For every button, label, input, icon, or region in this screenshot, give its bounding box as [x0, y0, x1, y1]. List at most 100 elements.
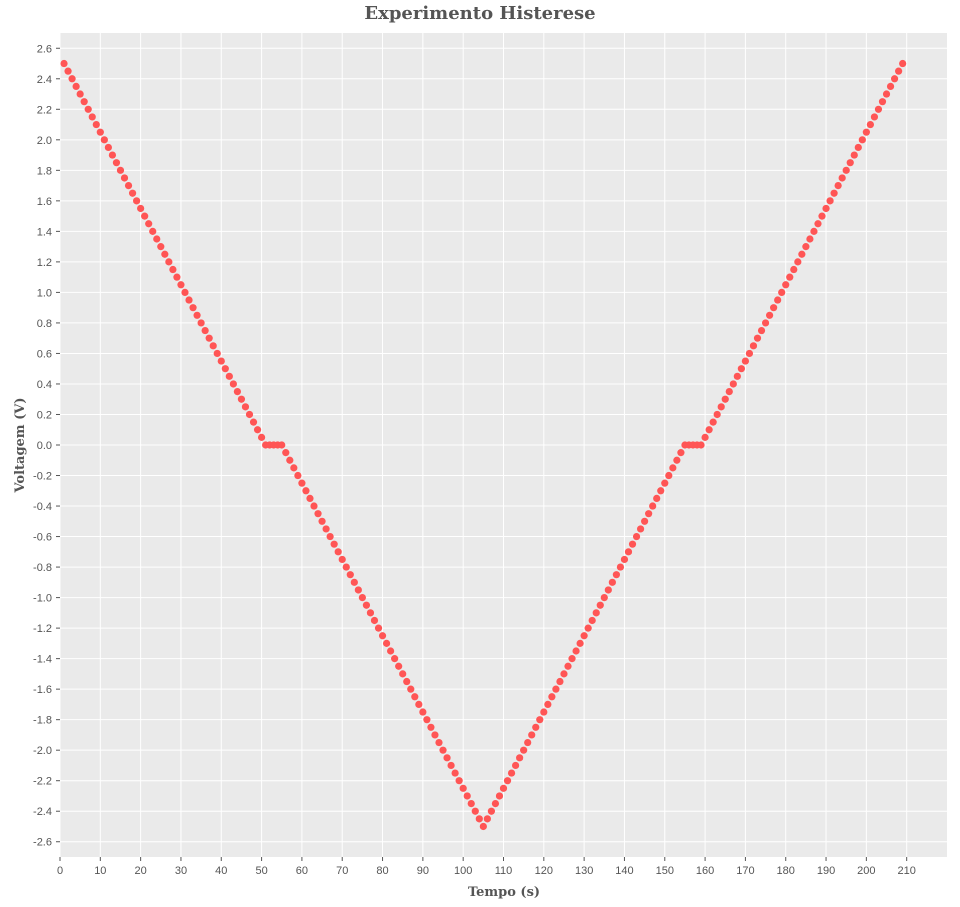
data-point — [302, 487, 310, 495]
data-point — [286, 456, 294, 464]
y-tick-label: -2.6 — [33, 837, 52, 849]
data-point — [576, 639, 584, 647]
y-tick-label: 2.4 — [37, 74, 52, 86]
data-point — [100, 136, 108, 144]
data-point — [669, 464, 677, 472]
data-point — [443, 754, 451, 762]
data-point — [778, 288, 786, 297]
data-point — [786, 273, 794, 281]
y-tick-label: 0.4 — [37, 379, 52, 391]
data-point — [802, 243, 810, 251]
data-point — [604, 586, 612, 594]
y-tick-label: 0.8 — [37, 318, 52, 330]
data-point — [455, 777, 463, 785]
data-point — [120, 174, 129, 182]
data-point — [588, 616, 596, 625]
x-tick-label: 210 — [898, 865, 916, 877]
data-point — [516, 754, 524, 762]
data-point — [608, 578, 616, 586]
data-point — [657, 487, 665, 495]
x-tick-label: 0 — [57, 865, 63, 877]
x-tick-label: 50 — [255, 865, 267, 877]
data-point — [366, 609, 375, 617]
y-tick-label: 2.2 — [37, 104, 52, 116]
data-point — [237, 395, 246, 403]
data-point — [830, 189, 838, 197]
data-point — [209, 342, 217, 350]
data-point — [382, 639, 391, 647]
data-point — [80, 98, 88, 106]
y-tick-label: -1.6 — [33, 684, 52, 696]
x-tick-label: 190 — [817, 865, 835, 877]
y-tick-label: 0.6 — [37, 348, 52, 360]
data-point — [592, 609, 600, 617]
data-point — [874, 105, 883, 113]
data-point — [487, 807, 496, 815]
data-point — [737, 365, 745, 373]
y-tick-label: -0.6 — [33, 532, 52, 544]
data-point — [665, 471, 673, 480]
x-tick-label: 70 — [336, 865, 348, 877]
data-point — [649, 502, 657, 510]
data-point — [628, 540, 637, 548]
data-point — [705, 426, 713, 434]
y-tick-label: 1.0 — [37, 287, 52, 299]
data-point — [818, 212, 826, 220]
data-point — [697, 441, 705, 449]
x-tick-label: 200 — [857, 865, 875, 877]
data-point — [673, 456, 681, 464]
data-point — [447, 761, 455, 770]
data-point — [193, 311, 201, 319]
y-tick-label: 1.4 — [37, 226, 52, 238]
data-point — [282, 449, 290, 457]
data-point — [374, 624, 383, 632]
data-point — [137, 204, 145, 213]
data-point — [221, 365, 229, 373]
data-point — [334, 548, 342, 556]
data-point — [572, 647, 580, 655]
data-point — [310, 502, 318, 510]
data-point — [717, 403, 725, 411]
data-point — [560, 670, 568, 678]
data-point — [862, 128, 870, 136]
y-tick-label: -0.4 — [33, 501, 52, 513]
data-points — [60, 59, 907, 831]
data-point — [834, 181, 842, 190]
data-point — [616, 563, 625, 571]
y-tick-label: 1.2 — [37, 257, 52, 269]
data-point — [189, 304, 197, 312]
data-point — [326, 532, 334, 541]
data-point — [435, 738, 443, 747]
data-point — [415, 700, 423, 709]
y-tick-label: -1.0 — [33, 593, 52, 605]
data-point — [568, 655, 576, 663]
data-point — [342, 563, 350, 571]
data-point — [882, 90, 891, 98]
data-point — [157, 243, 165, 251]
data-point — [636, 525, 645, 533]
data-point — [713, 410, 721, 419]
axis-ticks: 0 10 20 30 40 50 60 70 80 90 100 110 120 130 140 150 160… — [33, 43, 916, 877]
data-point — [306, 494, 314, 503]
y-tick-label: 1.8 — [37, 165, 52, 177]
data-point — [733, 372, 741, 380]
data-point — [632, 532, 641, 541]
data-point — [92, 120, 100, 129]
x-tick-label: 170 — [736, 865, 754, 877]
data-point — [858, 136, 866, 144]
data-point — [245, 410, 254, 419]
y-tick-label: 0.2 — [37, 409, 52, 421]
y-tick-label: 2.6 — [37, 43, 52, 55]
data-point — [459, 784, 467, 792]
data-point — [890, 75, 899, 83]
data-point — [838, 174, 846, 182]
x-tick-label: 100 — [454, 865, 472, 877]
data-point — [362, 601, 371, 609]
data-point — [846, 159, 854, 167]
grid — [59, 33, 947, 857]
x-tick-label: 60 — [296, 865, 308, 877]
data-point — [520, 746, 528, 754]
data-point — [149, 227, 157, 235]
data-point — [745, 349, 754, 358]
